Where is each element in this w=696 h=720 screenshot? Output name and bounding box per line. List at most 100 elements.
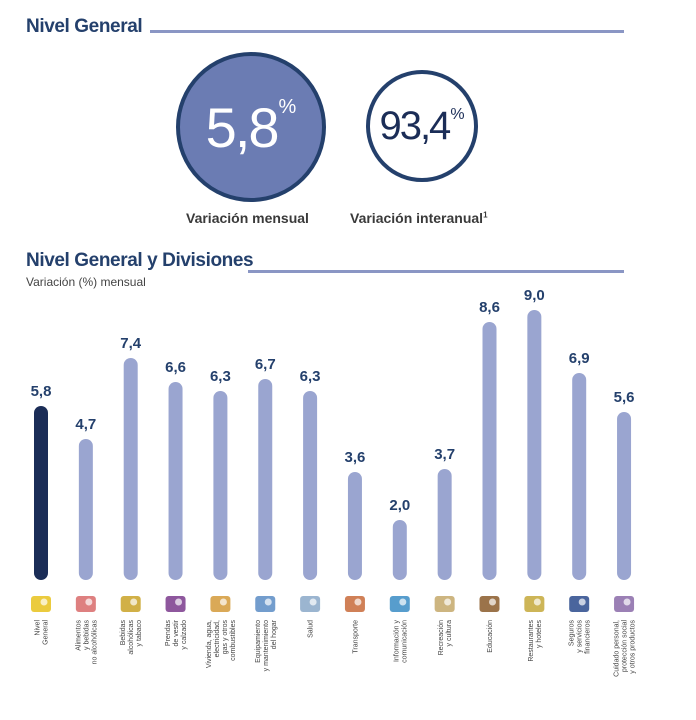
recreation-icon-shape bbox=[434, 596, 455, 612]
category-label-11-line-0: Restaurantes bbox=[528, 620, 535, 662]
shirt-icon-shape bbox=[165, 596, 186, 612]
bar-value-7: 3,6 bbox=[345, 449, 366, 466]
bar-chart: 5,8 NivelGeneral 4,7 Alimentosy bebidasno a… bbox=[31, 287, 637, 677]
category-label-12-line-0: Seguros bbox=[569, 620, 576, 647]
bar-value-13: 5,6 bbox=[614, 389, 635, 406]
bar-3 bbox=[168, 382, 183, 580]
personal-care-icon-shape bbox=[614, 596, 635, 612]
computer-icon-detail bbox=[399, 598, 407, 606]
ipc-logo-icon bbox=[31, 596, 51, 612]
category-label-1: Alimentosy bebidasno alcohólicas bbox=[75, 620, 98, 665]
category-label-12-line-2: financieros bbox=[585, 620, 592, 654]
category-label-11-line-1: y hoteles bbox=[536, 620, 543, 649]
school-icon-detail bbox=[489, 598, 496, 606]
restaurant-icon-shape bbox=[524, 596, 545, 612]
kpi-mensual-circle: 5,8 % bbox=[176, 52, 326, 202]
bar-value-1: 4,7 bbox=[75, 416, 96, 433]
category-label-5-line-2: del hogar bbox=[271, 619, 278, 649]
ipc-logo-icon-shape bbox=[31, 596, 51, 612]
category-label-13-line-2: y otros productos bbox=[630, 620, 637, 674]
washing-machine-icon bbox=[255, 596, 276, 612]
doctor-icon bbox=[300, 596, 321, 612]
category-label-2-line-2: y tabaco bbox=[136, 620, 143, 647]
house-icon bbox=[210, 596, 231, 612]
restaurant-icon bbox=[524, 596, 545, 612]
category-label-8-line-1: comunicación bbox=[401, 620, 408, 663]
category-label-9-line-0: Recreación bbox=[438, 620, 445, 656]
recreation-icon-detail bbox=[444, 598, 452, 606]
category-label-1-line-2: no alcohólicas bbox=[91, 620, 98, 665]
restaurant-icon-detail bbox=[533, 598, 541, 606]
category-label-12-line-1: y servicios bbox=[577, 620, 584, 653]
category-label-4-line-3: combustibles bbox=[230, 620, 237, 661]
car-icon-shape bbox=[344, 596, 365, 612]
car-icon-detail bbox=[354, 598, 362, 606]
personal-care-icon-detail bbox=[623, 598, 631, 606]
computer-icon-shape bbox=[389, 596, 410, 612]
category-label-4: Vivienda, agua,electricidad,gas y otrosc… bbox=[206, 620, 237, 669]
bar-10 bbox=[482, 322, 497, 580]
computer-icon bbox=[389, 596, 410, 612]
wine-bottle-icon-shape bbox=[120, 596, 141, 612]
doctor-icon-detail bbox=[309, 598, 317, 606]
category-label-6: Salud bbox=[308, 620, 315, 638]
bank-icon-detail bbox=[578, 598, 586, 606]
category-label-0: NivelGeneral bbox=[35, 620, 50, 645]
bar-8 bbox=[392, 520, 407, 580]
section-title-nivel-general: Nivel General bbox=[26, 16, 143, 37]
bar-value-12: 6,9 bbox=[569, 350, 590, 367]
kpi-mensual-value: 5,8 bbox=[205, 95, 280, 159]
category-label-3-line-1: de vestir bbox=[173, 619, 180, 646]
category-label-3: Prendasde vestiry calzado bbox=[165, 619, 188, 649]
bar-12 bbox=[572, 373, 587, 580]
chart-title: Nivel General y Divisiones bbox=[26, 250, 254, 271]
category-label-4-line-1: electricidad, bbox=[214, 620, 221, 657]
category-label-5-line-1: y mantenimiento bbox=[263, 620, 270, 671]
kpi-interanual-label-wrap: Variación interanual1 bbox=[350, 210, 488, 226]
category-label-10-line-0: Educación bbox=[487, 620, 494, 653]
bar-value-6: 6,3 bbox=[300, 368, 321, 385]
food-icon-shape bbox=[75, 596, 96, 612]
house-icon-detail bbox=[219, 598, 227, 606]
bar-11 bbox=[527, 310, 542, 580]
category-label-2-line-0: Bebidas bbox=[120, 620, 127, 646]
kpi-interanual-value: 93,4 bbox=[379, 103, 451, 148]
category-label-13: Cuidado personal,protección socialy otro… bbox=[614, 620, 637, 677]
category-label-7: Transporte bbox=[352, 620, 359, 654]
bar-13 bbox=[617, 412, 632, 580]
shirt-icon-detail bbox=[175, 598, 183, 606]
bar-value-11: 9,0 bbox=[524, 287, 545, 304]
bar-value-5: 6,7 bbox=[255, 356, 276, 373]
category-label-3-line-2: y calzado bbox=[181, 620, 188, 650]
personal-care-icon bbox=[614, 596, 635, 612]
bank-icon-shape bbox=[569, 596, 590, 612]
chart-title-rule bbox=[248, 270, 624, 273]
category-label-4-line-0: Vivienda, agua, bbox=[206, 620, 213, 668]
category-label-4-line-2: gas y otros bbox=[222, 620, 229, 655]
bar-value-4: 6,3 bbox=[210, 368, 231, 385]
kpi-interanual-circle: 93,4 % bbox=[366, 70, 478, 182]
bar-value-2: 7,4 bbox=[120, 335, 142, 352]
bar-value-8: 2,0 bbox=[389, 497, 410, 514]
bar-2 bbox=[123, 358, 138, 580]
bar-4 bbox=[213, 391, 228, 580]
category-label-2: Bebidasalcohólicasy tabaco bbox=[120, 620, 143, 655]
bar-value-10: 8,6 bbox=[479, 299, 500, 316]
wine-bottle-icon-detail bbox=[130, 598, 138, 606]
kpi-interanual-unit: % bbox=[450, 106, 465, 123]
bar-value-0: 5,8 bbox=[31, 383, 52, 400]
category-label-3-line-0: Prendas bbox=[165, 620, 172, 647]
bar-0 bbox=[34, 406, 48, 580]
category-label-1-line-1: y bebidas bbox=[83, 620, 90, 650]
school-icon bbox=[479, 596, 500, 612]
category-label-10: Educación bbox=[487, 620, 494, 653]
washing-machine-icon-shape bbox=[255, 596, 276, 612]
car-icon bbox=[344, 596, 365, 612]
category-label-13-line-0: Cuidado personal, bbox=[614, 620, 621, 677]
bar-5 bbox=[258, 379, 273, 580]
category-label-9-line-1: y cultura bbox=[446, 620, 453, 647]
kpi-interanual-footnote: 1 bbox=[483, 210, 488, 220]
school-icon-shape bbox=[479, 596, 500, 612]
bar-value-9: 3,7 bbox=[434, 446, 455, 463]
category-label-8-line-0: Información y bbox=[393, 620, 400, 663]
